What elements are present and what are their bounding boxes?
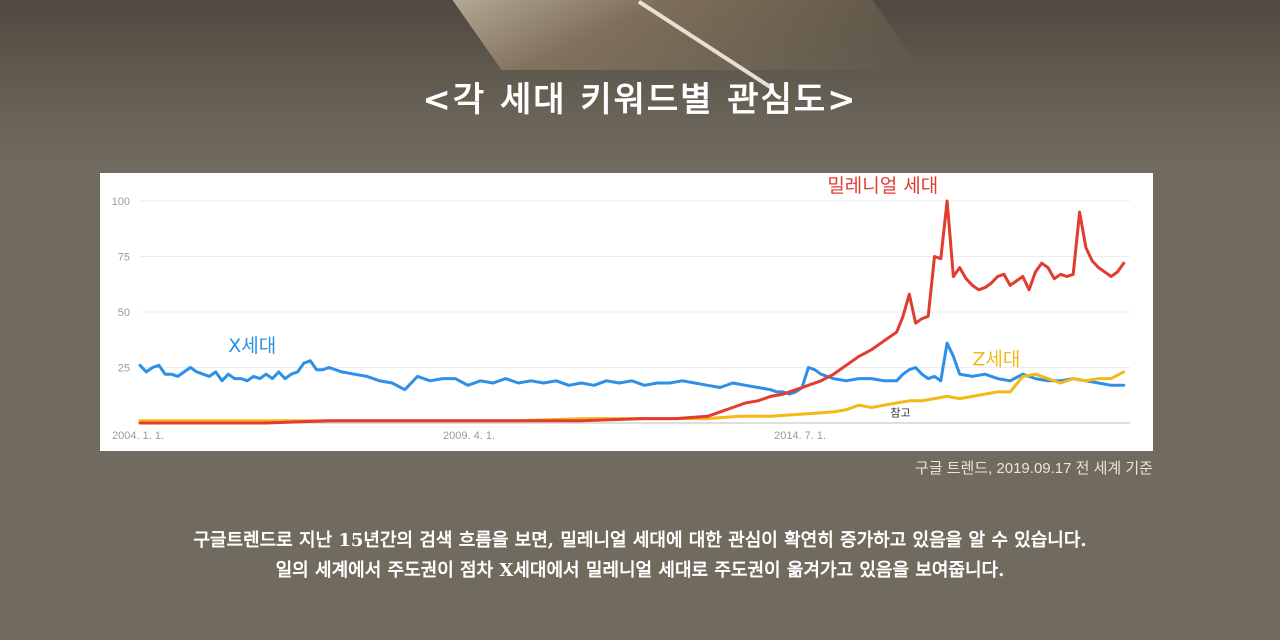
series-label: X세대 — [228, 335, 276, 357]
y-tick-label: 100 — [112, 196, 130, 208]
annotation-label: 참고 — [890, 406, 910, 419]
series-label: Z세대 — [972, 348, 1020, 370]
x-tick-label: 2014. 7. 1. — [774, 430, 826, 442]
trend-chart: 100 75 50 25 2004. 1. 1. 2009. 4. 1. 2014. 7. … — [112, 175, 1130, 442]
y-tick-label: 25 — [118, 363, 130, 375]
roof-photo-detail — [438, 0, 922, 70]
y-tick-label: 50 — [118, 307, 130, 319]
trend-chart-panel: 100 75 50 25 2004. 1. 1. 2009. 4. 1. 2014. 7. … — [100, 173, 1153, 451]
description-line-2: 일의 세계에서 주도권이 점차 X세대에서 밀레니얼 세대로 주도권이 옮겨가고… — [275, 560, 1005, 581]
x-tick-label: 2009. 4. 1. — [443, 430, 495, 442]
page-title: <각 세대 키워드별 관심도> — [422, 80, 858, 120]
series-label: 밀레니얼 세대 — [827, 175, 938, 197]
description-line-1: 구글트렌드로 지난 15년간의 검색 흐름을 보면, 밀레니얼 세대에 대한 관… — [193, 530, 1087, 551]
series-line — [138, 341, 1126, 396]
y-tick-label: 75 — [118, 252, 130, 264]
x-tick-label: 2004. 1. 1. — [112, 430, 164, 442]
series-line — [138, 199, 1126, 425]
source-caption: 구글 트렌드, 2019.09.17 전 세계 기준 — [914, 460, 1153, 477]
series-line — [138, 370, 1126, 423]
